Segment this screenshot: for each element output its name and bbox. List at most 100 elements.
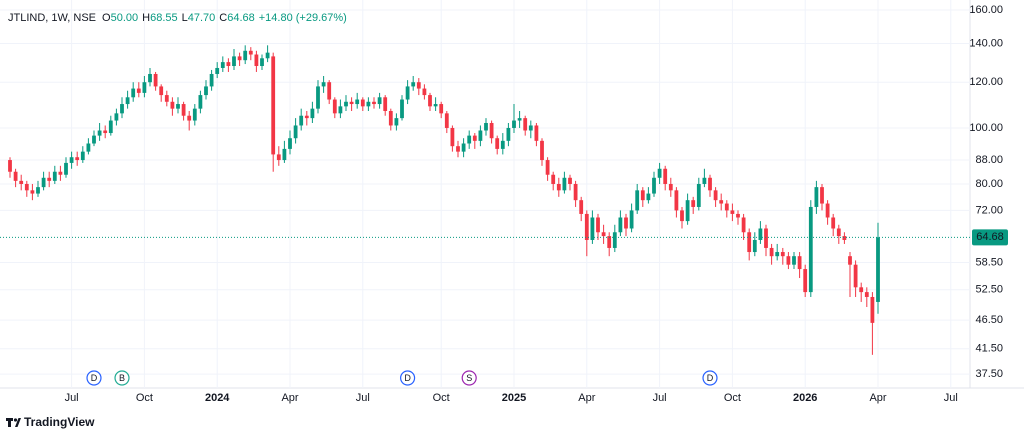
candle-body — [304, 115, 309, 119]
candle-body — [92, 135, 96, 144]
candle-body — [30, 190, 35, 194]
candle-body — [758, 228, 763, 240]
candle-body — [472, 135, 477, 141]
candle-body — [803, 269, 808, 293]
candle-body — [8, 160, 12, 172]
candle-body — [338, 106, 343, 114]
event-label: D — [707, 373, 714, 383]
candle-body — [489, 122, 494, 139]
candle-body — [668, 183, 673, 191]
candle-body — [254, 54, 259, 67]
candle-body — [775, 252, 780, 257]
candle-body — [876, 237, 880, 302]
candle-body — [13, 171, 18, 181]
candle-body — [461, 143, 466, 152]
candle-body — [80, 151, 85, 161]
legend-change: +14.80 (+29.67%) — [259, 12, 347, 24]
candle-body — [500, 140, 505, 149]
candle-body — [142, 82, 147, 93]
candle-body — [148, 73, 152, 83]
candle-body — [439, 104, 444, 114]
candle-body — [624, 217, 628, 229]
candle-body — [618, 217, 623, 233]
candle-body — [724, 203, 729, 211]
candle-body — [108, 120, 113, 134]
candle-body — [657, 168, 662, 178]
candle-body — [243, 50, 248, 61]
candle-body — [97, 130, 102, 136]
candle-body — [786, 256, 791, 265]
candle-body — [69, 157, 74, 163]
candle-body — [405, 86, 410, 100]
candle-body — [540, 140, 544, 161]
candle-body — [282, 148, 287, 161]
y-tick-label: 52.50 — [975, 284, 1003, 296]
event-label: D — [91, 373, 98, 383]
candle-body — [332, 99, 337, 114]
candle-body — [444, 113, 449, 128]
candle-body — [187, 115, 192, 121]
event-marker — [461, 370, 477, 386]
candle-body — [372, 101, 376, 105]
candle-body — [360, 99, 365, 107]
legend-value: 47.70 — [188, 12, 216, 24]
candle-body — [523, 118, 528, 131]
candle-body — [629, 210, 634, 229]
price-label-box — [972, 229, 1008, 246]
candle-body — [780, 252, 785, 257]
candle-body — [153, 73, 158, 87]
candle-body — [450, 127, 455, 147]
x-tick-label: Apr — [869, 392, 886, 404]
candle-body — [52, 171, 57, 181]
candle-body — [696, 183, 701, 207]
candle-body — [478, 130, 483, 141]
candle-body — [484, 122, 488, 131]
candle-body — [120, 104, 124, 114]
candle-body — [640, 190, 645, 201]
grid — [0, 0, 970, 388]
candle-body — [825, 203, 830, 218]
candle-body — [495, 138, 500, 149]
candle-body — [702, 177, 707, 184]
candle-body — [864, 292, 869, 297]
candle-body — [607, 236, 612, 248]
x-tick-label: Oct — [724, 392, 741, 404]
candle-body — [545, 160, 550, 175]
candle-body — [64, 162, 68, 175]
candle-body — [736, 213, 740, 218]
candle-body — [321, 82, 326, 87]
candle-body — [506, 127, 511, 141]
candle-body — [512, 120, 516, 128]
candle-body — [831, 217, 836, 229]
candle-body — [764, 228, 768, 248]
candle-body — [691, 200, 696, 207]
candle-body — [635, 190, 640, 211]
candle-body — [579, 200, 584, 214]
candle-body — [820, 187, 824, 204]
candle-body — [517, 118, 522, 121]
candle-body — [601, 232, 606, 237]
candle-body — [388, 110, 393, 126]
candle-body — [355, 99, 360, 105]
event-label: B — [119, 373, 125, 383]
candle-body — [747, 232, 752, 253]
candle-body — [428, 95, 432, 107]
candle-body — [797, 256, 802, 270]
candle-body — [86, 143, 91, 152]
candle-body — [848, 256, 852, 265]
y-tick-label: 58.50 — [975, 256, 1003, 268]
candle-body — [674, 190, 679, 211]
candle-body — [663, 168, 668, 184]
candle-body — [528, 125, 533, 131]
candle-body — [349, 101, 354, 105]
candle-body — [24, 183, 29, 191]
x-tick-label: Apr — [578, 392, 595, 404]
candle-body — [131, 88, 136, 98]
candle-body — [842, 236, 847, 240]
candle-body — [680, 210, 684, 222]
x-tick-label: Apr — [281, 392, 298, 404]
legend-header: JTLIND, 1W, NSE O50.00 H68.55 L47.70 C64.68 +… — [8, 12, 347, 24]
candle-body — [271, 56, 276, 155]
candle-body — [232, 56, 236, 67]
candle-body — [719, 200, 724, 204]
